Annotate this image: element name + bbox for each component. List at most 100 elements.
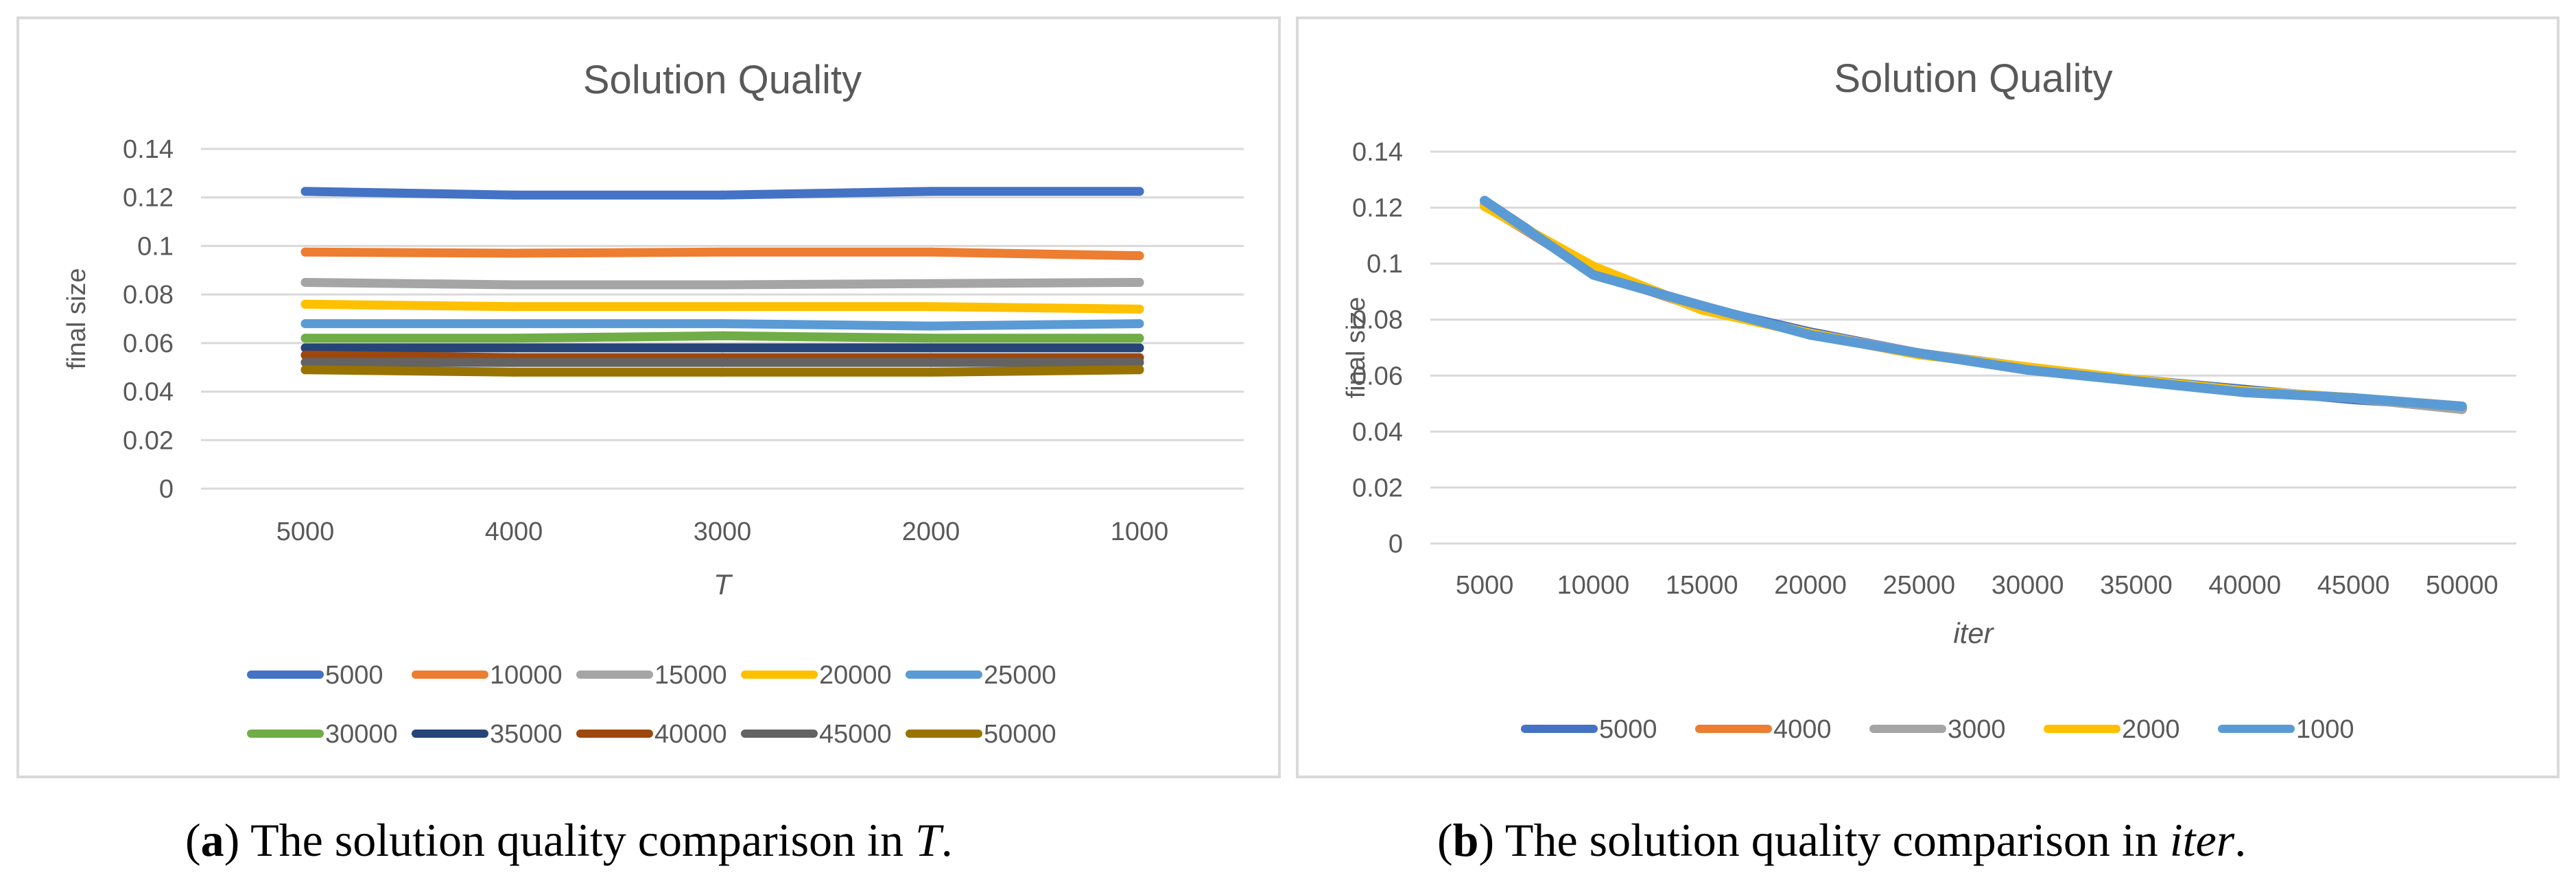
y-axis-label: final size — [1342, 297, 1371, 399]
data-point-25000 — [300, 319, 310, 329]
x-tick-label: 25000 — [1883, 571, 1956, 600]
data-point-5000 — [718, 190, 727, 200]
data-point-1000 — [2348, 393, 2359, 403]
data-point-45000 — [718, 358, 727, 367]
legend-label-5000: 5000 — [325, 661, 383, 690]
data-point-1000 — [1480, 196, 1490, 206]
y-tick-label: 0.1 — [1367, 250, 1403, 279]
data-point-5000 — [509, 190, 519, 200]
data-point-50000 — [718, 367, 727, 377]
x-tick-label: 4000 — [485, 517, 543, 546]
data-point-45000 — [926, 358, 936, 367]
data-point-50000 — [926, 367, 936, 377]
legend-label-50000: 50000 — [984, 720, 1056, 749]
data-point-10000 — [1135, 251, 1144, 261]
data-point-30000 — [926, 334, 936, 343]
data-point-20000 — [509, 302, 519, 312]
caption-a-var: T — [914, 814, 941, 866]
legend-label-15000: 15000 — [654, 661, 727, 690]
x-axis-label: iter — [1953, 617, 1994, 649]
y-tick-label: 0 — [1389, 530, 1403, 559]
data-point-30000 — [509, 334, 519, 343]
caption-b-var: iter — [2169, 814, 2235, 866]
chart-a: Solution Quality 0 0.02 0.04 0.06 0.08 0.1 0.12… — [62, 58, 1244, 749]
data-point-30000 — [1135, 334, 1144, 343]
data-point-25000 — [718, 319, 727, 329]
caption-b-end: . — [2234, 814, 2247, 866]
data-point-35000 — [300, 343, 310, 353]
x-tick-label: 35000 — [2100, 571, 2173, 600]
y-tick-label: 0.08 — [123, 281, 174, 310]
caption-a: (a) The solution quality comparison in T… — [185, 814, 953, 866]
caption-b: (b) The solution quality comparison in i… — [1437, 814, 2247, 866]
data-point-1000 — [1806, 330, 1816, 340]
legend-label-4000: 4000 — [1773, 715, 1832, 744]
legend-label-20000: 20000 — [819, 661, 892, 690]
data-point-35000 — [718, 343, 727, 353]
data-point-1000 — [1588, 270, 1598, 280]
y-tick-label: 0.14 — [1352, 138, 1403, 167]
legend-label-25000: 25000 — [984, 661, 1056, 690]
data-point-30000 — [300, 334, 310, 343]
caption-a-text: The solution quality comparison in — [239, 814, 915, 866]
data-point-10000 — [926, 247, 936, 257]
y-tick-label: 0.08 — [1352, 306, 1403, 335]
data-point-15000 — [718, 280, 727, 290]
data-point-10000 — [718, 247, 727, 257]
y-tick-label: 0.1 — [137, 232, 174, 261]
data-point-15000 — [926, 279, 936, 288]
y-tick-label: 0.06 — [123, 329, 174, 358]
chart-title: Solution Quality — [1834, 56, 2112, 101]
x-tick-label: 2000 — [902, 517, 960, 546]
data-point-5000 — [1135, 187, 1144, 196]
legend-label-3000: 3000 — [1948, 715, 2006, 744]
legend-label-2000: 2000 — [2122, 715, 2180, 744]
y-tick-label: 0.02 — [123, 426, 174, 455]
y-tick-label: 0.12 — [1352, 194, 1403, 223]
data-point-15000 — [509, 280, 519, 290]
chart-panel-b: Solution Quality 0 0.02 0.04 0.06 0.08 0.1 0.12… — [1296, 16, 2560, 778]
data-point-50000 — [300, 365, 310, 375]
data-point-20000 — [926, 302, 936, 312]
series-line-1000 — [1480, 196, 2467, 412]
data-point-25000 — [926, 321, 936, 331]
x-tick-label: 30000 — [1992, 571, 2064, 600]
data-point-15000 — [300, 277, 310, 287]
x-tick-label: 40000 — [2208, 571, 2281, 600]
data-point-20000 — [300, 299, 310, 309]
legend-label-1000: 1000 — [2296, 715, 2354, 744]
legend-label-40000: 40000 — [654, 720, 727, 749]
x-tick-label: 5000 — [1456, 571, 1514, 600]
data-point-45000 — [300, 358, 310, 367]
data-point-50000 — [1135, 365, 1144, 375]
data-point-50000 — [509, 367, 519, 377]
x-tick-label: 3000 — [694, 517, 752, 546]
data-point-10000 — [300, 247, 310, 257]
data-point-40000 — [300, 351, 310, 360]
caption-b-text: The solution quality comparison in — [1494, 814, 2170, 866]
data-point-25000 — [509, 319, 519, 329]
y-tick-label: 0.12 — [123, 184, 174, 213]
x-tick-label: 15000 — [1666, 571, 1738, 600]
caption-a-label: a — [200, 814, 224, 866]
x-tick-label: 1000 — [1111, 517, 1169, 546]
legend-label-35000: 35000 — [490, 720, 563, 749]
data-point-10000 — [509, 248, 519, 258]
data-point-1000 — [2240, 387, 2250, 397]
y-tick-label: 0.02 — [1352, 474, 1403, 502]
data-point-25000 — [1135, 319, 1144, 329]
data-point-1000 — [2457, 401, 2467, 412]
y-tick-label: 0.14 — [123, 135, 174, 164]
data-point-20000 — [718, 302, 727, 312]
y-tick-label: 0.04 — [1352, 418, 1403, 447]
data-point-35000 — [926, 343, 936, 353]
data-point-1000 — [2131, 376, 2141, 386]
chart-panel-a: Solution Quality 0 0.02 0.04 0.06 0.08 0.1 0.12… — [16, 16, 1281, 778]
data-point-35000 — [509, 343, 519, 353]
x-tick-label: 45000 — [2317, 571, 2390, 600]
data-point-1000 — [1914, 348, 1924, 358]
y-axis-label: final size — [62, 268, 91, 370]
chart-title: Solution Quality — [583, 58, 862, 102]
x-tick-label: 50000 — [2426, 571, 2498, 600]
chart-b: Solution Quality 0 0.02 0.04 0.06 0.08 0.1 0.12… — [1342, 56, 2516, 744]
